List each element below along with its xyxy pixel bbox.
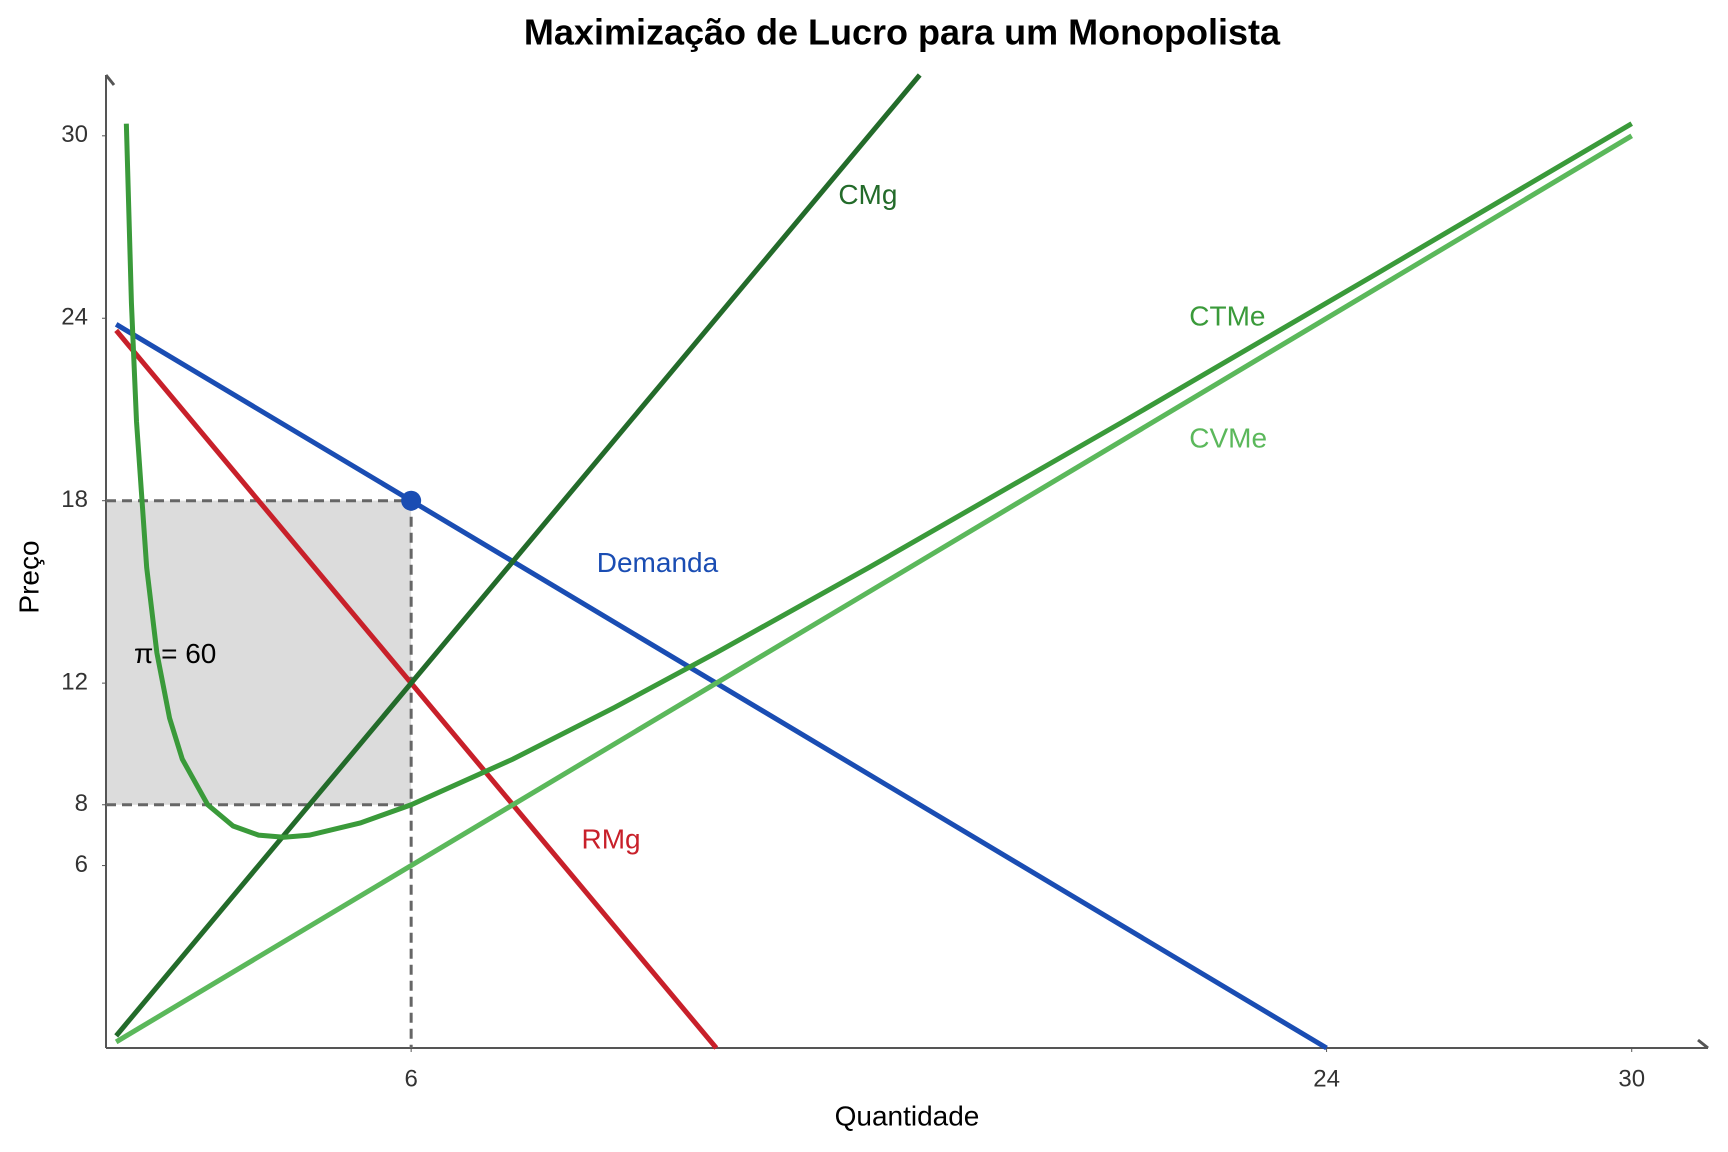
y-tick-label: 30: [61, 121, 88, 148]
curve: [114, 328, 719, 1050]
curve: [114, 322, 1328, 1051]
x-tick-label: 6: [404, 1065, 417, 1092]
y-axis-arrow: [104, 74, 116, 86]
curve-label: CMg: [838, 179, 897, 210]
y-tick-label: 6: [75, 851, 88, 878]
equilibrium-point: [401, 490, 422, 511]
curve-label: CTMe: [1189, 301, 1265, 332]
y-tick-label: 18: [61, 486, 88, 513]
curve-label: Demanda: [597, 547, 719, 578]
x-axis-arrow: [1697, 1038, 1709, 1050]
curve-label: CVMe: [1189, 422, 1267, 453]
curve-label: RMg: [582, 824, 641, 855]
y-tick-label: 24: [61, 304, 88, 331]
x-tick-label: 24: [1313, 1065, 1340, 1092]
curve: [123, 121, 1633, 840]
annotation: π = 60: [134, 638, 216, 669]
curve: [114, 73, 922, 1038]
y-tick-label: 8: [75, 790, 88, 817]
curve: [114, 133, 1633, 1045]
x-tick-label: 30: [1618, 1065, 1645, 1092]
y-axis-label: Preço: [13, 540, 44, 613]
chart-title: Maximização de Lucro para um Monopolista: [524, 12, 1281, 53]
x-axis-label: Quantidade: [835, 1100, 980, 1131]
y-tick-label: 12: [61, 668, 88, 695]
